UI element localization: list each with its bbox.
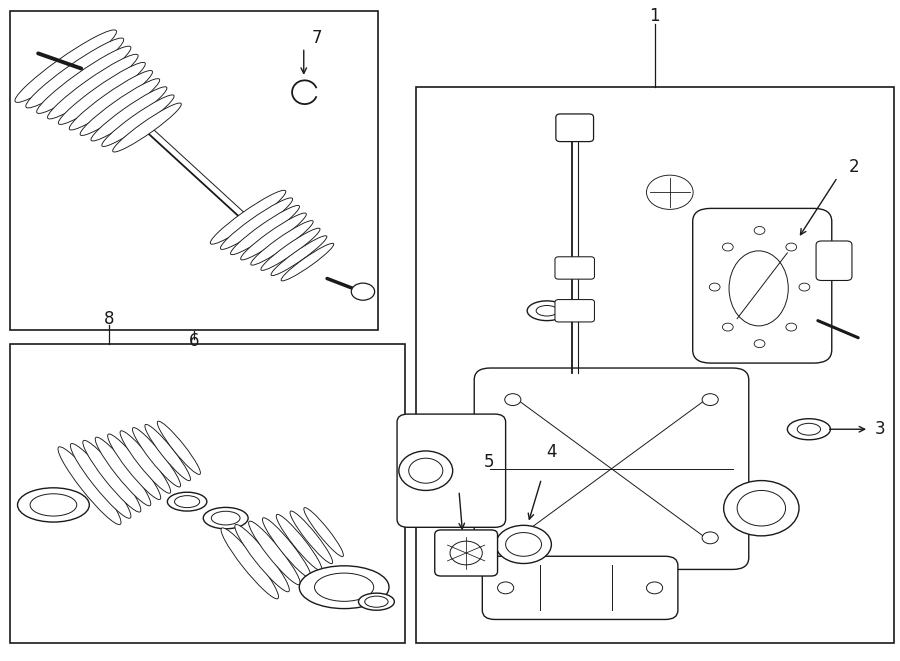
Ellipse shape [167,492,207,511]
Bar [416,87,894,643]
FancyBboxPatch shape [816,241,852,280]
Ellipse shape [290,511,333,564]
Bar [11,11,378,330]
Ellipse shape [175,496,200,508]
FancyBboxPatch shape [482,557,678,619]
Ellipse shape [108,434,161,500]
Ellipse shape [220,198,292,249]
FancyBboxPatch shape [556,114,594,141]
Text: 5: 5 [483,453,494,471]
Text: 8: 8 [104,309,114,328]
Ellipse shape [102,95,174,147]
Ellipse shape [271,236,327,276]
Ellipse shape [536,305,558,316]
Bar [11,344,405,643]
Ellipse shape [69,71,152,130]
Ellipse shape [364,596,388,607]
Ellipse shape [15,30,116,102]
Ellipse shape [91,87,166,141]
Circle shape [399,451,453,490]
Circle shape [754,227,765,235]
Ellipse shape [261,228,320,270]
Ellipse shape [26,38,123,108]
Ellipse shape [788,418,831,440]
Circle shape [658,184,681,201]
Circle shape [723,323,734,331]
Circle shape [724,481,799,536]
Circle shape [450,541,482,565]
Ellipse shape [203,508,248,529]
Ellipse shape [80,79,159,136]
Ellipse shape [221,528,278,599]
Circle shape [786,323,796,331]
FancyBboxPatch shape [397,414,506,527]
Ellipse shape [83,440,141,512]
Circle shape [646,175,693,210]
Ellipse shape [300,566,389,609]
Ellipse shape [235,524,290,592]
Ellipse shape [158,421,201,475]
Circle shape [498,582,514,594]
Ellipse shape [358,593,394,610]
Text: 6: 6 [189,332,200,350]
Text: 1: 1 [649,7,660,25]
Circle shape [709,283,720,291]
Ellipse shape [263,518,311,578]
Ellipse shape [797,423,821,435]
Circle shape [652,180,687,205]
Ellipse shape [58,447,121,525]
Ellipse shape [251,221,313,265]
Text: 4: 4 [546,444,556,461]
Ellipse shape [120,431,171,493]
FancyBboxPatch shape [435,530,498,576]
Ellipse shape [281,243,334,281]
Ellipse shape [248,521,301,585]
Circle shape [505,532,521,544]
Ellipse shape [304,508,344,557]
Circle shape [754,340,765,348]
FancyBboxPatch shape [474,368,749,569]
Text: 2: 2 [849,158,859,176]
Circle shape [799,283,810,291]
Ellipse shape [211,190,286,244]
Ellipse shape [276,514,322,570]
Ellipse shape [314,573,374,602]
Ellipse shape [30,494,76,516]
Ellipse shape [527,301,567,321]
Ellipse shape [240,213,306,260]
Text: 7: 7 [312,28,322,46]
Circle shape [702,394,718,406]
Ellipse shape [230,206,300,254]
Ellipse shape [496,525,552,564]
Ellipse shape [17,488,89,522]
Circle shape [786,243,796,251]
Ellipse shape [132,428,181,487]
Circle shape [702,532,718,544]
Ellipse shape [58,62,145,124]
Circle shape [723,243,734,251]
Circle shape [505,394,521,406]
Ellipse shape [506,533,542,557]
Ellipse shape [112,103,181,152]
FancyBboxPatch shape [555,299,595,322]
Ellipse shape [729,251,788,326]
Ellipse shape [145,424,191,481]
Circle shape [351,283,374,300]
Ellipse shape [70,444,130,518]
Circle shape [737,490,786,526]
Text: 3: 3 [875,420,885,438]
Ellipse shape [212,511,240,525]
Circle shape [646,582,662,594]
Ellipse shape [95,437,151,506]
Circle shape [409,458,443,483]
Ellipse shape [37,46,130,114]
Ellipse shape [48,54,138,119]
FancyBboxPatch shape [555,256,595,279]
FancyBboxPatch shape [693,208,832,363]
Circle shape [663,188,676,197]
